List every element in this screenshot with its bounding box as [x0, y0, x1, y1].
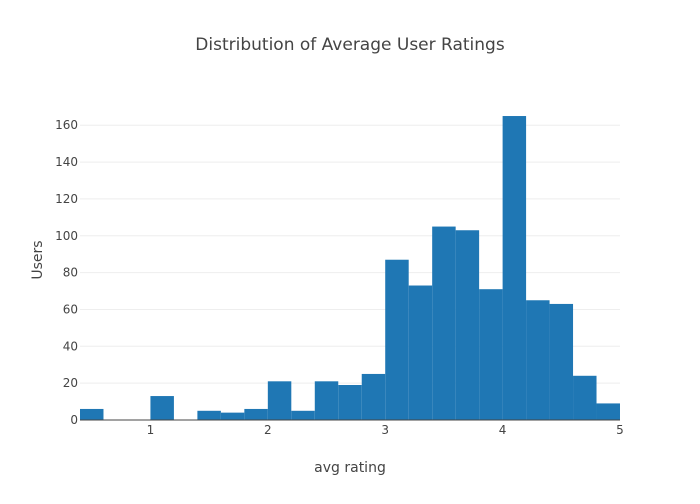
y-tick-label: 80 [63, 266, 78, 280]
histogram-bar [244, 408, 268, 420]
histogram-bar [408, 285, 433, 420]
histogram-bar [338, 384, 362, 420]
histogram-bar [596, 403, 620, 420]
histogram-bar [549, 303, 574, 420]
histogram-bar [150, 396, 174, 420]
x-tick-label: 4 [499, 423, 507, 437]
histogram-bar [526, 300, 550, 420]
y-tick-label: 60 [63, 302, 78, 316]
histogram-bar [432, 226, 456, 420]
histogram-bar [455, 230, 480, 420]
y-gridlines [80, 124, 620, 384]
y-tick-label: 140 [55, 155, 78, 169]
x-tick-label: 5 [616, 423, 624, 437]
y-tick-labels: 0 20 40 60 80 100 120 140 160 [55, 118, 78, 427]
histogram-bar [291, 410, 315, 420]
histogram-bar [385, 259, 409, 420]
histogram-bar [197, 410, 221, 420]
y-axis-title: Users [30, 240, 46, 279]
histogram-bar [502, 116, 527, 420]
y-tick-label: 20 [63, 376, 78, 390]
histogram-bar [80, 408, 104, 420]
histogram-bar [220, 412, 245, 420]
x-tick-labels: 1 2 3 4 5 [147, 423, 624, 437]
x-tick-label: 3 [381, 423, 389, 437]
y-tick-label: 160 [55, 118, 78, 132]
histogram-bar [573, 375, 597, 420]
x-tick-label: 2 [264, 423, 272, 437]
x-tick-label: 1 [147, 423, 155, 437]
bars [80, 116, 620, 420]
x-axis-title: avg rating [314, 460, 386, 476]
y-tick-label: 0 [70, 413, 78, 427]
histogram-bar [314, 381, 339, 420]
histogram-bar [267, 381, 292, 420]
y-tick-label: 120 [55, 192, 78, 206]
chart-title: Distribution of Average User Ratings [195, 35, 505, 55]
y-tick-label: 40 [63, 339, 78, 353]
histogram-bar [479, 289, 503, 420]
y-tick-label: 100 [55, 229, 78, 243]
histogram-bar [361, 373, 386, 420]
